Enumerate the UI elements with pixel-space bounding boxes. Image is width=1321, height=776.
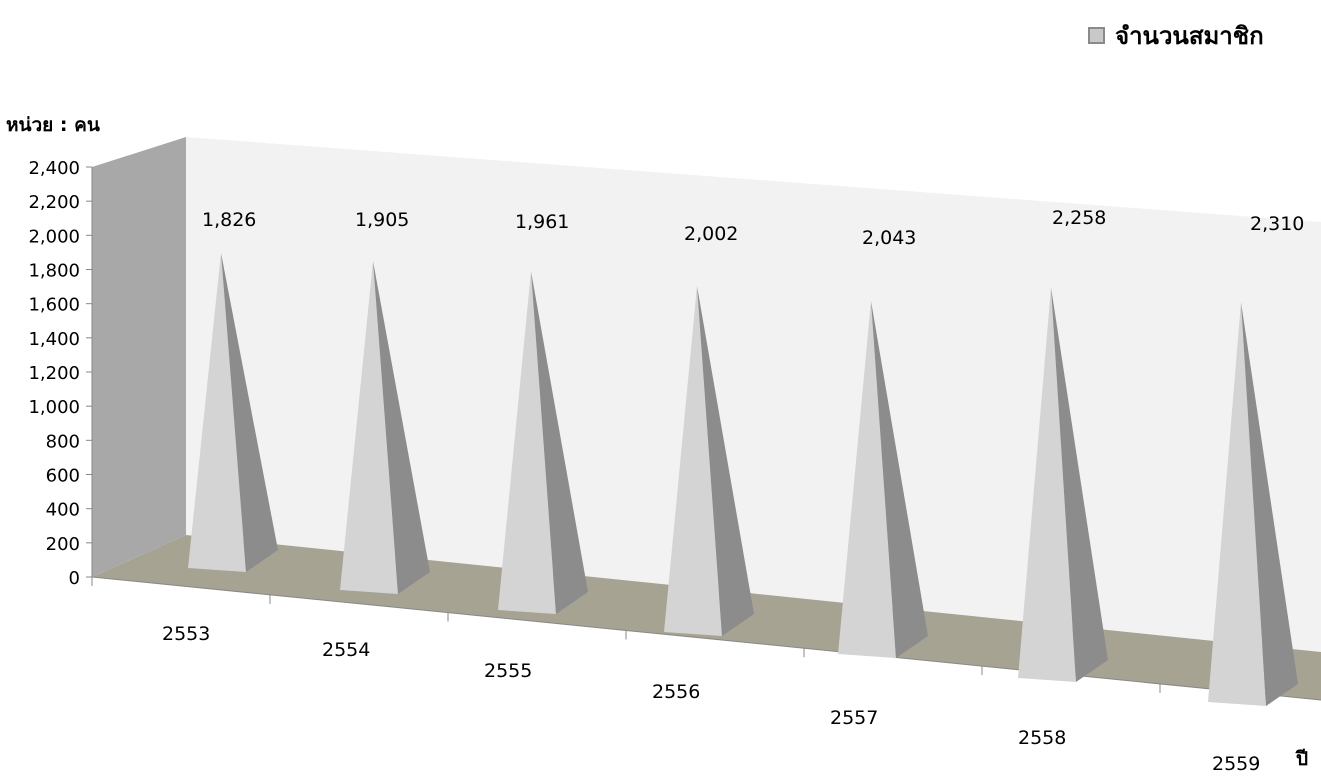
legend-swatch	[1088, 27, 1105, 44]
legend: จำนวนสมาชิก	[1088, 16, 1264, 55]
y-tick-label: 400	[46, 500, 80, 521]
pyramid-side-face	[871, 300, 928, 658]
pyramid-side-face	[1241, 302, 1298, 706]
pyramid-side-face	[697, 286, 754, 636]
x-tick-label: 2556	[652, 681, 700, 703]
unit-label: หน่วย : คน	[6, 114, 100, 136]
data-label: 2,043	[862, 227, 916, 249]
data-label: 1,826	[202, 209, 256, 231]
x-tick-label: 2553	[162, 623, 210, 645]
y-tick-label: 1,600	[28, 295, 80, 316]
y-tick-label: 1,800	[28, 261, 80, 282]
pyramid-front-face	[188, 252, 246, 573]
y-tick-label: 0	[69, 568, 80, 589]
pyramid-side-face	[373, 261, 430, 594]
y-tick-label: 600	[46, 466, 80, 487]
pyramid-bar	[340, 261, 430, 594]
x-axis-line	[91, 576, 1321, 701]
y-axis: 0 200 400 600 800 1,000 1,200 1,400 1,600 1,800 2,…	[28, 158, 93, 589]
x-tick-label: 2558	[1018, 727, 1066, 749]
x-tick-label: 2559	[1212, 753, 1260, 775]
pyramid-front-face	[1208, 302, 1266, 706]
pyramid-front-face	[340, 261, 398, 594]
x-tick-label: 2557	[830, 707, 878, 729]
pyramid-bar	[1208, 302, 1298, 706]
data-label: 2,002	[684, 223, 738, 245]
y-tick-label: 1,200	[28, 363, 80, 384]
pyramid-front-face	[838, 300, 896, 658]
legend-label: จำนวนสมาชิก	[1115, 22, 1264, 50]
pyramid-side-face	[531, 271, 588, 614]
y-tick-label: 1,400	[28, 329, 80, 350]
x-tick-label: 2554	[322, 639, 370, 661]
y-tick-label: 1,000	[28, 397, 80, 418]
pyramid-bar	[498, 271, 588, 614]
data-label: 1,905	[355, 209, 409, 231]
x-axis: 2553 2554 2555 2556 2557 2558 2559	[91, 576, 1321, 775]
y-tick-label: 2,400	[28, 158, 80, 179]
y-tick-label: 200	[46, 534, 80, 555]
y-tick-label: 2,000	[28, 226, 80, 247]
pyramid-bar	[664, 286, 754, 636]
pyramid-bar	[188, 252, 278, 573]
data-label: 2,310	[1250, 213, 1304, 235]
x-axis-title: ปี	[1296, 748, 1309, 770]
data-labels: 1,826 1,905 1,961 2,002 2,043 2,258 2,310	[202, 207, 1304, 249]
data-label: 2,258	[1052, 207, 1106, 229]
pyramid-bar	[838, 300, 928, 658]
x-tick-label: 2555	[484, 660, 532, 682]
y-tick-label: 800	[46, 431, 80, 452]
pyramid-bar	[1018, 287, 1108, 682]
pyramid-front-face	[498, 271, 556, 614]
pyramid-front-face	[664, 286, 722, 636]
data-label: 1,961	[515, 211, 569, 233]
pyramid-series	[188, 252, 1298, 706]
y-tick-label: 2,200	[28, 192, 80, 213]
pyramid-side-face	[221, 252, 278, 573]
pyramid-side-face	[1051, 287, 1108, 682]
pyramid-front-face	[1018, 287, 1076, 682]
chart-left-wall	[92, 137, 186, 577]
